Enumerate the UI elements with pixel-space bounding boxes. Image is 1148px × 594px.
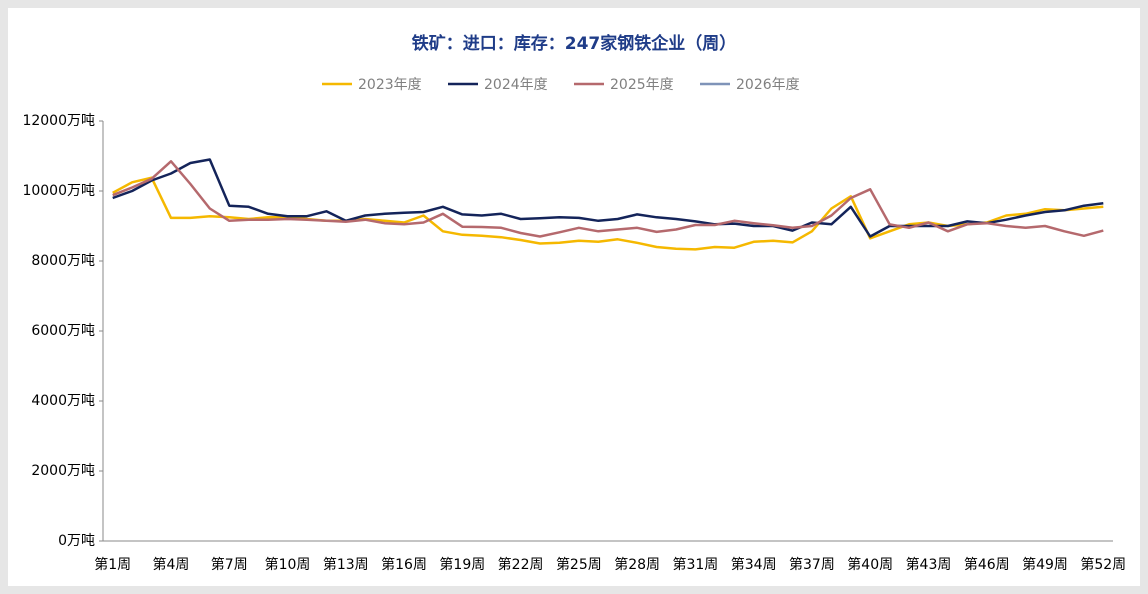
x-tick-label: 第37周 (789, 556, 835, 573)
legend-label: 2026年度 (736, 77, 800, 93)
x-tick-label: 第7周 (211, 556, 248, 573)
series-line (112, 176, 1104, 251)
x-tick-label: 第49周 (1022, 556, 1068, 573)
series-line (112, 160, 1104, 238)
y-tick-label: 4000万吨 (31, 393, 95, 409)
legend-label: 2024年度 (484, 77, 548, 93)
x-tick-label: 第31周 (672, 556, 718, 573)
x-tick-label: 第43周 (906, 556, 952, 573)
x-tick-label: 第28周 (614, 556, 660, 573)
x-tick-label: 第13周 (323, 556, 369, 573)
chart-background (8, 8, 1140, 586)
x-tick-label: 第40周 (847, 556, 893, 573)
legend-label: 2023年度 (358, 77, 422, 93)
x-tick-label: 第1周 (94, 556, 131, 573)
x-tick-label: 第46周 (964, 556, 1010, 573)
x-tick-label: 第52周 (1080, 556, 1126, 573)
y-tick-label: 2000万吨 (31, 463, 95, 479)
x-tick-label: 第25周 (556, 556, 602, 573)
y-tick-label: 10000万吨 (22, 183, 95, 199)
x-tick-label: 第10周 (265, 556, 311, 573)
x-tick-label: 第19周 (439, 556, 485, 573)
legend-label: 2025年度 (610, 77, 674, 93)
x-tick-label: 第4周 (153, 556, 190, 573)
x-tick-label: 第16周 (381, 556, 427, 573)
y-tick-label: 6000万吨 (31, 323, 95, 339)
x-tick-label: 第34周 (731, 556, 777, 573)
y-tick-label: 12000万吨 (22, 113, 95, 129)
chart-title: 铁矿：进口：库存：247家钢铁企业（周） (412, 33, 737, 54)
y-tick-label: 0万吨 (58, 533, 95, 549)
x-tick-label: 第22周 (498, 556, 544, 573)
y-tick-label: 8000万吨 (31, 253, 95, 269)
